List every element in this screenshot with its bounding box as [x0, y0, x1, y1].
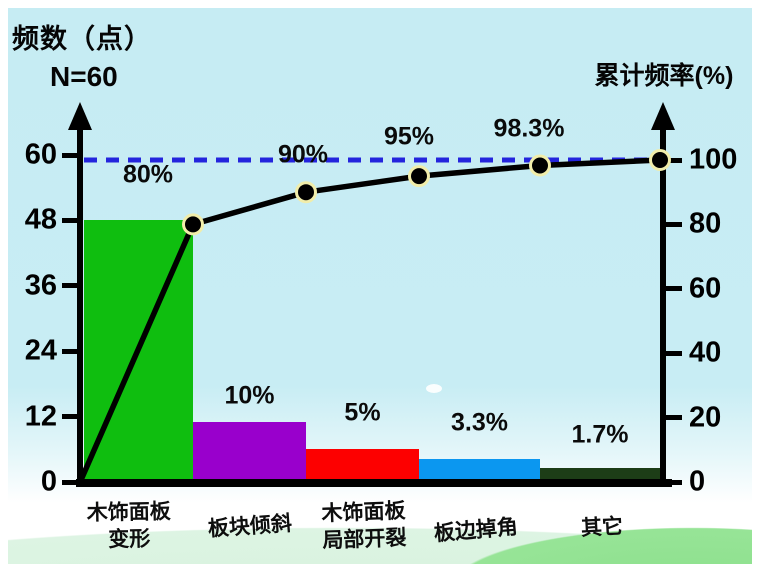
- left-axis-tick-24: [62, 348, 79, 354]
- bar-percent-label-5%: 5%: [344, 398, 381, 427]
- right-axis-tick-label-100: 100: [689, 143, 738, 176]
- category-label-木饰面板局部开裂: 木饰面板 局部开裂: [321, 499, 407, 553]
- left-axis-tick-label-0: 0: [40, 465, 57, 498]
- right-axis-tick-label-80: 80: [689, 207, 722, 240]
- cumulative-label-80%: 80%: [122, 160, 174, 189]
- left-axis-tick-60: [62, 152, 79, 158]
- right-axis-tick-label-20: 20: [689, 401, 722, 434]
- bar-percent-label-3.3%: 3.3%: [451, 408, 508, 437]
- x-axis-line: [76, 479, 672, 487]
- left-axis-tick-48: [62, 217, 79, 223]
- right-axis-tick-0: [665, 479, 682, 485]
- left-axis-tick-12: [62, 414, 79, 420]
- left-axis-tick-label-12: 12: [24, 400, 57, 433]
- right-axis-arrow-icon: [651, 102, 675, 130]
- left-axis-tick-label-48: 48: [24, 203, 57, 236]
- cumulative-label-95%: 95%: [383, 122, 435, 151]
- right-axis-tick-label-40: 40: [689, 336, 722, 369]
- category-label-板块倾斜: 板块倾斜: [207, 512, 293, 541]
- bar-percent-label-1.7%: 1.7%: [571, 420, 629, 449]
- right-axis-tick-label-60: 60: [689, 272, 722, 305]
- bar-percent-label-10%: 10%: [224, 381, 275, 410]
- right-axis-tick-80: [665, 221, 682, 227]
- category-label-木饰面板变形: 木饰面板 变形: [86, 500, 171, 552]
- right-axis-tick-20: [665, 415, 682, 421]
- left-axis-tick-0: [62, 479, 79, 485]
- category-label-其它: 其它: [580, 514, 624, 541]
- left-axis-tick-label-60: 60: [24, 138, 57, 171]
- cumulative-label-98.3%: 98.3%: [493, 114, 565, 143]
- left-axis-tick-label-36: 36: [24, 269, 57, 302]
- right-axis-title: 累计频率(%): [594, 62, 734, 90]
- right-axis-tick-label-0: 0: [689, 465, 706, 498]
- left-axis-title: 频数（点）: [12, 24, 152, 54]
- right-axis-line: [660, 126, 666, 487]
- cumulative-label-90%: 90%: [277, 140, 329, 169]
- right-axis-tick-40: [665, 350, 682, 356]
- category-label-板边掉角: 板边掉角: [433, 515, 519, 546]
- left-axis-arrow-icon: [68, 102, 92, 130]
- right-axis-tick-60: [665, 286, 682, 292]
- sample-size-label: N=60: [50, 61, 118, 92]
- left-axis-tick-label-24: 24: [24, 334, 57, 367]
- left-axis-tick-36: [62, 283, 79, 289]
